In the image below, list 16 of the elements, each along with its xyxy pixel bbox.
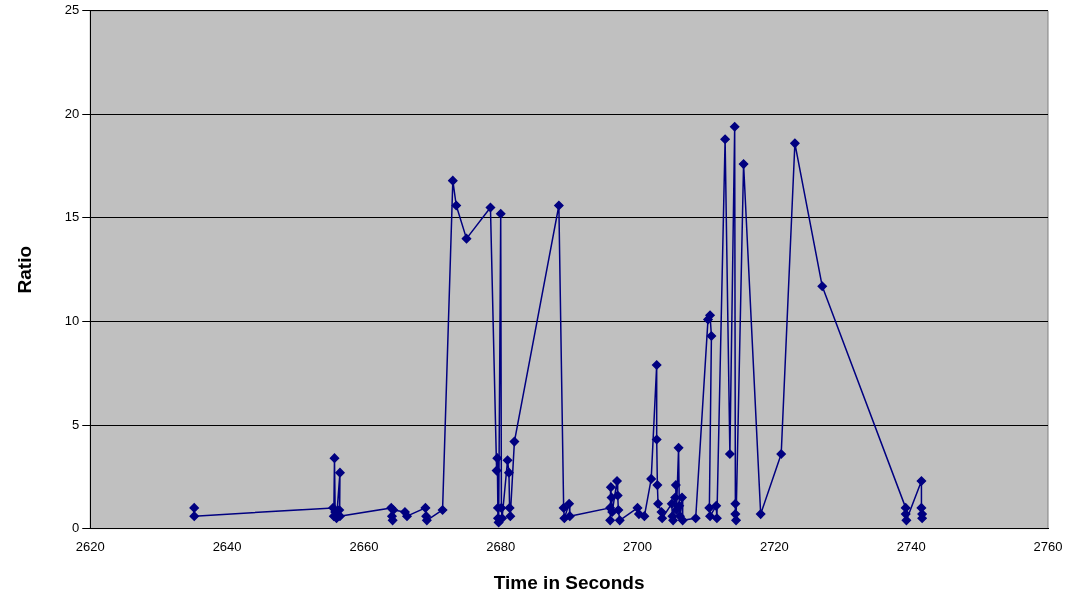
y-tick-label: 10: [64, 313, 80, 329]
y-tick-label: 0: [72, 520, 80, 536]
y-tick-label: 20: [64, 105, 80, 121]
x-tick-label: 2700: [623, 538, 652, 554]
x-tick-label: 2680: [486, 538, 516, 554]
y-tick-label: 25: [64, 2, 80, 18]
y-tick-label: 15: [64, 209, 80, 225]
y-tick-label: 5: [72, 416, 80, 432]
x-tick-label: 2640: [212, 538, 242, 554]
y-axis-title: Ratio: [13, 245, 35, 294]
x-tick-label: 2740: [896, 538, 926, 554]
x-tick-label: 2660: [349, 538, 379, 554]
x-tick-label: 2760: [1033, 538, 1063, 554]
x-axis-title: Time in Seconds: [493, 571, 645, 593]
x-tick-label: 2720: [759, 538, 789, 554]
x-tick-label: 2620: [75, 538, 105, 554]
